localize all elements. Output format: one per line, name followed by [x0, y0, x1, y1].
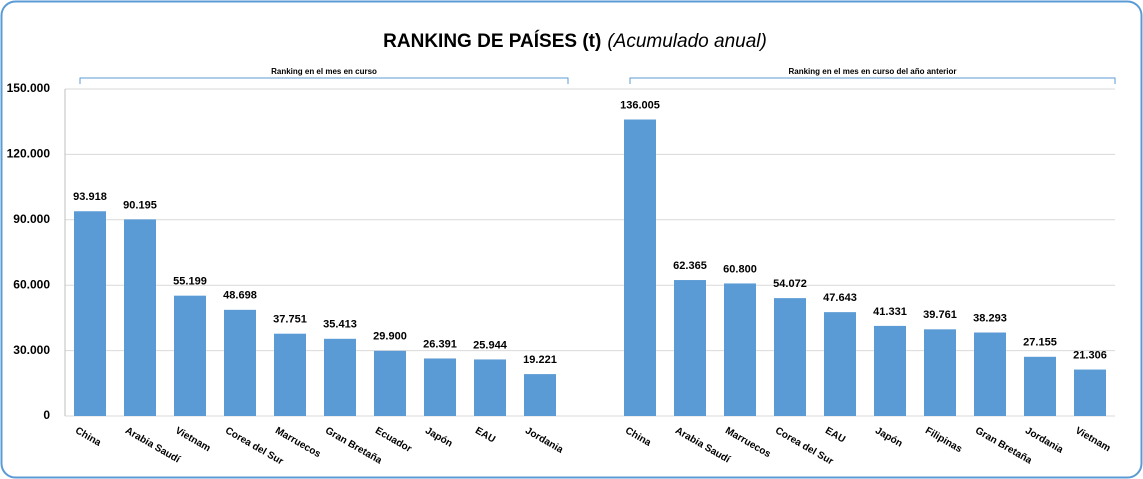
data-label: 21.306: [1073, 349, 1107, 361]
data-label: 62.365: [673, 260, 707, 272]
chart-title: RANKING DE PAÍSES (t) (Acumulado anual): [383, 30, 767, 52]
title-main: RANKING DE PAÍSES (t): [383, 30, 601, 52]
group-bracket: [629, 77, 1116, 84]
bar: [874, 325, 906, 416]
bar: [524, 374, 556, 416]
data-label: 54.072: [773, 278, 807, 290]
group-label: Ranking en el mes en curso: [271, 67, 377, 76]
data-label: 41.331: [873, 306, 907, 318]
bar: [974, 332, 1006, 416]
data-label: 19.221: [523, 354, 557, 366]
y-tick-label: 60.000: [13, 277, 50, 291]
bar: [1074, 369, 1106, 416]
bar: [124, 219, 156, 416]
group-bracket: [79, 77, 569, 84]
bar: [724, 283, 756, 416]
y-tick-label: 30.000: [13, 343, 50, 357]
bar: [174, 295, 206, 416]
data-label: 25.944: [473, 339, 508, 351]
bar: [74, 211, 106, 416]
bar: [774, 298, 806, 416]
data-label: 48.698: [223, 290, 257, 302]
data-label: 29.900: [373, 331, 407, 343]
data-label: 37.751: [273, 314, 307, 326]
group-label: Ranking en el mes en curso del año anter…: [788, 67, 956, 76]
bar: [824, 312, 856, 416]
data-label: 60.800: [723, 263, 757, 275]
bar: [924, 329, 956, 416]
bar: [474, 359, 506, 416]
bar: [624, 119, 656, 417]
y-tick-label: 150.000: [7, 81, 51, 95]
data-label: 47.643: [823, 292, 857, 304]
data-label: 39.761: [923, 309, 957, 321]
title-sub: (Acumulado anual): [607, 31, 766, 52]
data-label: 136.005: [620, 99, 660, 111]
data-label: 90.195: [123, 199, 157, 211]
bar: [1024, 356, 1056, 416]
bar: [424, 358, 456, 416]
bar: [224, 309, 256, 416]
data-label: 55.199: [173, 276, 207, 288]
data-label: 35.413: [323, 319, 357, 331]
data-label: 38.293: [973, 312, 1007, 324]
data-label: 93.918: [73, 191, 107, 203]
data-label: 26.391: [423, 338, 457, 350]
y-tick-label: 120.000: [7, 147, 51, 161]
y-tick-label: 90.000: [13, 212, 50, 226]
bar: [674, 280, 706, 416]
bar: [374, 350, 406, 416]
bar: [274, 333, 306, 416]
data-label: 27.155: [1023, 337, 1057, 349]
bar: [324, 338, 356, 416]
y-tick-label: 0: [43, 408, 50, 422]
